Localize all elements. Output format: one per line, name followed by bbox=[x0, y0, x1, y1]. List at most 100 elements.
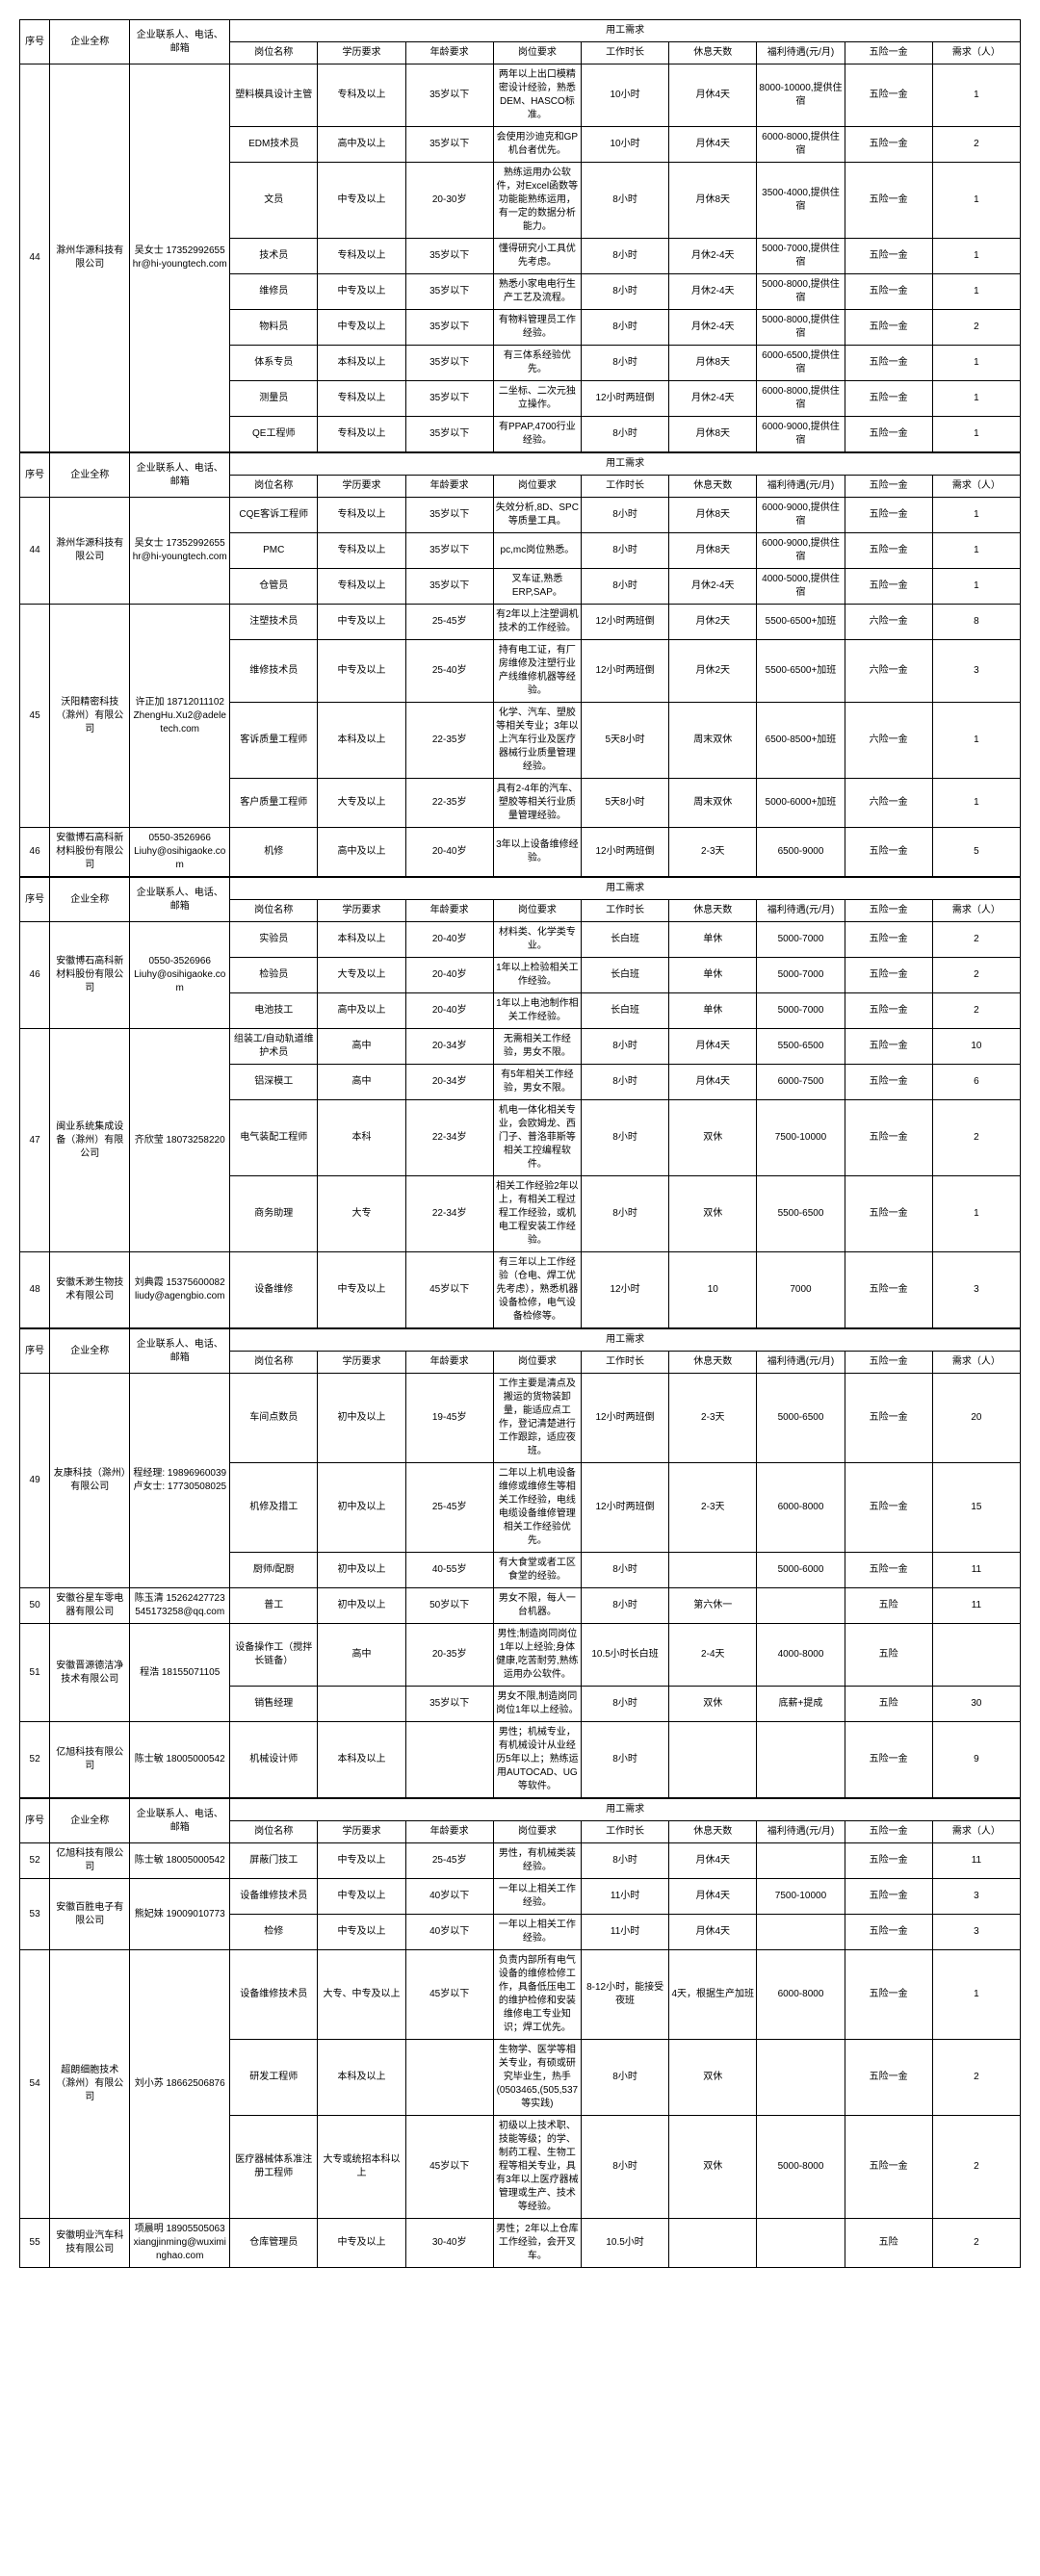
cell-job: 维修技术员 bbox=[230, 640, 318, 703]
cell-rest: 周末双休 bbox=[669, 703, 757, 779]
cell-demand: 1 bbox=[932, 274, 1020, 310]
cell-age bbox=[405, 2040, 493, 2116]
cell-contact: 陈士敏 18005000542 bbox=[130, 1843, 230, 1879]
table-row: 47闽业系统集成设备（滁州）有限公司齐欣莹 18073258220组装工/自动轨… bbox=[20, 1029, 1021, 1065]
cell-edu: 中专及以上 bbox=[318, 310, 405, 346]
cell-insurance: 五险一金 bbox=[845, 239, 932, 274]
table-row: 54超朗细胞技术（滁州）有限公司刘小苏 18662506876设备维修技术员大专… bbox=[20, 1950, 1021, 2040]
cell-edu: 初中及以上 bbox=[318, 1374, 405, 1463]
header-insurance: 五险一金 bbox=[845, 1352, 932, 1374]
cell-company: 闽业系统集成设备（滁州）有限公司 bbox=[50, 1029, 130, 1252]
cell-salary: 底薪+提成 bbox=[757, 1687, 845, 1722]
cell-demand: 1 bbox=[932, 1950, 1020, 2040]
cell-job: 机械设计师 bbox=[230, 1722, 318, 1798]
cell-job: 技术员 bbox=[230, 239, 318, 274]
header-edu: 学历要求 bbox=[318, 42, 405, 64]
cell-edu: 本科及以上 bbox=[318, 703, 405, 779]
cell-edu: 本科及以上 bbox=[318, 346, 405, 381]
cell-age: 35岁以下 bbox=[405, 239, 493, 274]
table-row: 44滁州华源科技有限公司吴女士 17352992655 hr@hi-youngt… bbox=[20, 64, 1021, 127]
cell-rest bbox=[669, 1722, 757, 1798]
cell-req: 具有2-4年的汽车、塑胶等相关行业质量管理经验。 bbox=[493, 779, 581, 828]
header-edu: 学历要求 bbox=[318, 1352, 405, 1374]
cell-age: 50岁以下 bbox=[405, 1588, 493, 1624]
cell-req: 有大食堂或者工区食堂的经验。 bbox=[493, 1553, 581, 1588]
cell-hours: 8小时 bbox=[581, 310, 668, 346]
cell-demand: 1 bbox=[932, 239, 1020, 274]
table-row: 44滁州华源科技有限公司吴女士 17352992655 hr@hi-youngt… bbox=[20, 498, 1021, 533]
cell-job: 仓库管理员 bbox=[230, 2219, 318, 2268]
cell-age: 25-40岁 bbox=[405, 640, 493, 703]
cell-demand: 1 bbox=[932, 703, 1020, 779]
cell-job: 商务助理 bbox=[230, 1176, 318, 1252]
cell-req: 有5年相关工作经验，男女不限。 bbox=[493, 1065, 581, 1100]
cell-rest: 月休4天 bbox=[669, 1029, 757, 1065]
cell-demand: 6 bbox=[932, 1065, 1020, 1100]
table-row: 51安徽晋源德洁净技术有限公司程浩 18155071105设备操作工（搅拌长链备… bbox=[20, 1624, 1021, 1687]
job-table: 序号 企业全称 企业联系人、电话、邮箱 用工需求 岗位名称 学历要求 年龄要求 … bbox=[19, 19, 1021, 452]
cell-company: 安徽禾渺生物技术有限公司 bbox=[50, 1252, 130, 1328]
cell-hours: 12小时两班倒 bbox=[581, 828, 668, 877]
cell-job: 物料员 bbox=[230, 310, 318, 346]
cell-hours: 5天8小时 bbox=[581, 703, 668, 779]
cell-salary bbox=[757, 1722, 845, 1798]
cell-req: 有2年以上注塑调机技术的工作经验。 bbox=[493, 605, 581, 640]
cell-insurance: 六险一金 bbox=[845, 703, 932, 779]
cell-demand: 8 bbox=[932, 605, 1020, 640]
cell-edu: 中专及以上 bbox=[318, 2219, 405, 2268]
cell-insurance: 五险一金 bbox=[845, 569, 932, 605]
cell-hours: 8小时 bbox=[581, 1029, 668, 1065]
cell-salary: 7500-10000 bbox=[757, 1100, 845, 1176]
header-insurance: 五险一金 bbox=[845, 476, 932, 498]
cell-job: 研发工程师 bbox=[230, 2040, 318, 2116]
cell-company: 安徽明业汽车科技有限公司 bbox=[50, 2219, 130, 2268]
cell-req: 负责内部所有电气设备的维修检修工作，具备低压电工的维护检修和安装维修电工专业知识… bbox=[493, 1950, 581, 2040]
cell-demand: 11 bbox=[932, 1843, 1020, 1879]
cell-seq: 52 bbox=[20, 1722, 50, 1798]
cell-age: 22-34岁 bbox=[405, 1100, 493, 1176]
cell-demand: 1 bbox=[932, 569, 1020, 605]
cell-hours: 11小时 bbox=[581, 1915, 668, 1950]
cell-job: EDM技术员 bbox=[230, 127, 318, 163]
header-insurance: 五险一金 bbox=[845, 42, 932, 64]
cell-insurance: 五险一金 bbox=[845, 417, 932, 452]
cell-age: 45岁以下 bbox=[405, 1950, 493, 2040]
cell-salary: 6500-9000 bbox=[757, 828, 845, 877]
cell-age: 20-40岁 bbox=[405, 828, 493, 877]
cell-demand: 1 bbox=[932, 346, 1020, 381]
cell-req: 生物学、医学等相关专业，有硕或研究毕业生，热手(0503465,(505,537… bbox=[493, 2040, 581, 2116]
header-row-1: 序号 企业全称 企业联系人、电话、邮箱 用工需求 bbox=[20, 1799, 1021, 1821]
cell-contact: 刘典霞 15375600082 liudy@agengbio.com bbox=[130, 1252, 230, 1328]
cell-job: 检验员 bbox=[230, 958, 318, 993]
cell-req: 3年以上设备维修经验。 bbox=[493, 828, 581, 877]
header-demand: 需求（人） bbox=[932, 900, 1020, 922]
header-demand: 需求（人） bbox=[932, 1821, 1020, 1843]
header-seq: 序号 bbox=[20, 20, 50, 64]
cell-req: 会使用沙迪克和GP机台者优先。 bbox=[493, 127, 581, 163]
cell-rest bbox=[669, 1553, 757, 1588]
cell-age: 35岁以下 bbox=[405, 498, 493, 533]
cell-contact: 吴女士 17352992655 hr@hi-youngtech.com bbox=[130, 64, 230, 452]
cell-job: 铝深模工 bbox=[230, 1065, 318, 1100]
header-req: 岗位要求 bbox=[493, 42, 581, 64]
cell-age: 25-45岁 bbox=[405, 1843, 493, 1879]
cell-age: 20-35岁 bbox=[405, 1624, 493, 1687]
cell-age: 35岁以下 bbox=[405, 310, 493, 346]
cell-hours: 长白班 bbox=[581, 993, 668, 1029]
cell-req: 材料类、化学类专业。 bbox=[493, 922, 581, 958]
cell-age: 25-45岁 bbox=[405, 1463, 493, 1553]
header-age: 年龄要求 bbox=[405, 1352, 493, 1374]
cell-edu: 大专及以上 bbox=[318, 779, 405, 828]
cell-req: pc,mc岗位熟悉。 bbox=[493, 533, 581, 569]
cell-contact: 吴女士 17352992655 hr@hi-youngtech.com bbox=[130, 498, 230, 605]
header-req: 岗位要求 bbox=[493, 1821, 581, 1843]
cell-req: 无需相关工作经验，男女不限。 bbox=[493, 1029, 581, 1065]
cell-job: 普工 bbox=[230, 1588, 318, 1624]
header-group: 用工需求 bbox=[230, 20, 1021, 42]
header-insurance: 五险一金 bbox=[845, 900, 932, 922]
header-rest: 休息天数 bbox=[669, 1821, 757, 1843]
cell-salary: 6000-8000 bbox=[757, 1950, 845, 2040]
cell-insurance: 六险一金 bbox=[845, 779, 932, 828]
cell-insurance: 五险一金 bbox=[845, 1879, 932, 1915]
cell-req: 有物料管理员工作经验。 bbox=[493, 310, 581, 346]
